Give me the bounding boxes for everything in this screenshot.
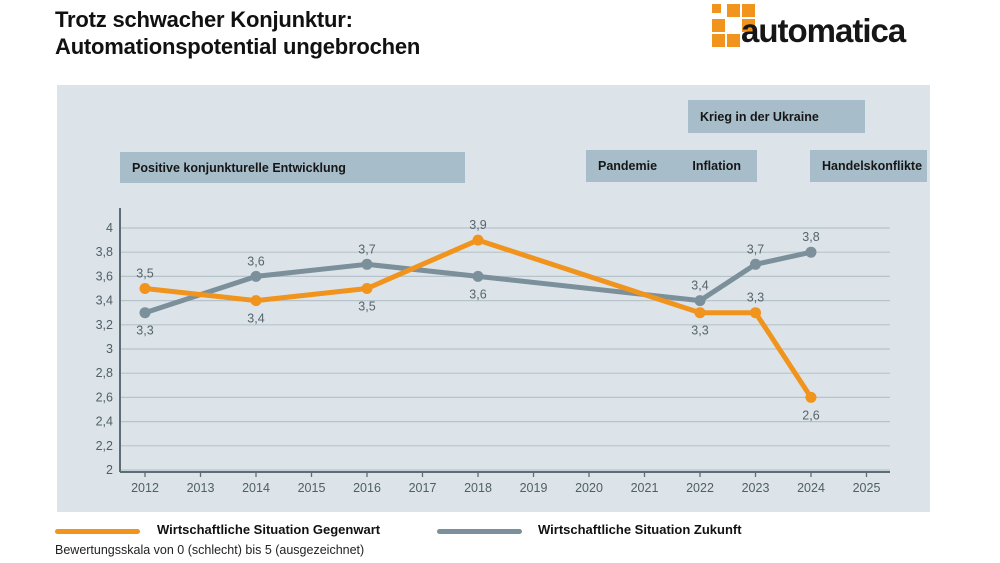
data-labels: 3,3 3,6 3,7 3,6 3,4 3,7 3,8 bbox=[136, 230, 819, 338]
svg-text:2017: 2017 bbox=[409, 481, 437, 495]
svg-text:2021: 2021 bbox=[631, 481, 659, 495]
annotation-positive-entwicklung: Positive konjunkturelle Entwicklung bbox=[120, 152, 465, 183]
data-point bbox=[750, 307, 761, 319]
svg-text:3,4: 3,4 bbox=[96, 294, 113, 308]
svg-text:3,8: 3,8 bbox=[96, 245, 113, 259]
chart-panel: Positive konjunkturelle Entwicklung Krie… bbox=[57, 85, 930, 512]
data-point bbox=[694, 295, 706, 307]
data-point bbox=[805, 391, 817, 403]
svg-text:2013: 2013 bbox=[187, 481, 215, 495]
annotation-label: Positive konjunkturelle Entwicklung bbox=[132, 160, 346, 175]
gridlines bbox=[120, 227, 890, 471]
x-axis-tick-labels: 2012 2013 2014 2015 2016 2017 2018 2019 2020 2021… bbox=[131, 481, 880, 495]
svg-text:2024: 2024 bbox=[797, 481, 825, 495]
svg-text:3,3: 3,3 bbox=[691, 324, 708, 338]
legend-swatch-zukunft bbox=[437, 529, 522, 534]
svg-text:2023: 2023 bbox=[742, 481, 770, 495]
data-point bbox=[805, 246, 817, 258]
automatica-logo-text: automatica bbox=[741, 12, 906, 49]
automatica-logo-icon bbox=[712, 4, 755, 47]
logo-square-icon bbox=[727, 34, 740, 47]
annotation-label: Handelskonflikte bbox=[822, 159, 923, 173]
data-point bbox=[139, 283, 151, 294]
svg-text:2019: 2019 bbox=[520, 481, 548, 495]
svg-text:3,9: 3,9 bbox=[469, 218, 486, 232]
y-axis-tick-labels: 4 3,8 3,6 3,4 3,2 3 2,8 2,6 2,4 2,2 2 bbox=[96, 221, 113, 477]
data-point bbox=[361, 283, 373, 294]
line-chart: 4 3,8 3,6 3,4 3,2 3 2,8 2,6 2,4 2,2 2 2012 2013 2014 2… bbox=[57, 85, 930, 512]
page-title: Trotz schwacher Konjunktur: Automationsp… bbox=[55, 6, 420, 60]
annotation-pandemie-inflation: Pandemie Inflation bbox=[586, 150, 757, 182]
svg-text:2,2: 2,2 bbox=[96, 439, 113, 453]
logo-square-icon bbox=[712, 34, 725, 47]
data-point bbox=[750, 258, 761, 270]
svg-text:2,6: 2,6 bbox=[96, 390, 113, 404]
svg-text:2: 2 bbox=[106, 463, 113, 477]
annotation-label-pandemie: Pandemie bbox=[598, 159, 658, 173]
svg-text:4: 4 bbox=[106, 221, 113, 235]
data-point bbox=[472, 270, 484, 282]
svg-text:2012: 2012 bbox=[131, 481, 159, 495]
data-point bbox=[139, 307, 151, 319]
svg-text:3: 3 bbox=[106, 342, 113, 356]
svg-text:2,4: 2,4 bbox=[96, 415, 113, 429]
svg-text:2,6: 2,6 bbox=[802, 408, 819, 422]
svg-text:3,5: 3,5 bbox=[358, 300, 375, 314]
logo-square-icon bbox=[727, 4, 740, 17]
logo-square-icon bbox=[712, 4, 721, 13]
data-point bbox=[361, 258, 373, 270]
legend-label-zukunft: Wirtschaftliche Situation Zukunft bbox=[538, 522, 742, 537]
svg-text:2016: 2016 bbox=[353, 481, 381, 495]
annotation-handelskonflikte: Handelskonflikte bbox=[810, 150, 927, 182]
svg-text:3,4: 3,4 bbox=[247, 312, 264, 326]
svg-text:3,6: 3,6 bbox=[247, 254, 264, 268]
data-point bbox=[250, 295, 262, 307]
svg-text:3,7: 3,7 bbox=[358, 242, 375, 256]
page-title-line1: Trotz schwacher Konjunktur: bbox=[55, 7, 353, 32]
series-line bbox=[142, 237, 814, 400]
annotation-label: Krieg in der Ukraine bbox=[700, 109, 819, 124]
svg-text:3,5: 3,5 bbox=[136, 267, 153, 281]
data-point bbox=[472, 234, 484, 246]
svg-text:3,3: 3,3 bbox=[747, 291, 764, 305]
svg-text:3,3: 3,3 bbox=[136, 324, 153, 338]
svg-text:2018: 2018 bbox=[464, 481, 492, 495]
legend-swatch-gegenwart bbox=[55, 529, 140, 534]
logo-square-icon bbox=[742, 4, 755, 17]
page-title-line2: Automationspotential ungebrochen bbox=[55, 34, 421, 59]
svg-text:3,7: 3,7 bbox=[747, 242, 764, 256]
data-labels: 3,5 3,4 3,5 3,9 3,3 3,3 2,6 bbox=[136, 218, 819, 422]
axes bbox=[119, 208, 890, 477]
data-point bbox=[250, 270, 262, 282]
svg-text:3,8: 3,8 bbox=[802, 230, 819, 244]
svg-text:3,4: 3,4 bbox=[691, 279, 708, 293]
svg-text:2014: 2014 bbox=[242, 481, 270, 495]
svg-text:2,8: 2,8 bbox=[96, 366, 113, 380]
rating-scale-footnote: Bewertungsskala von 0 (schlecht) bis 5 (… bbox=[55, 543, 365, 557]
series-line bbox=[142, 249, 814, 316]
svg-text:2015: 2015 bbox=[298, 481, 326, 495]
svg-text:3,6: 3,6 bbox=[96, 269, 113, 283]
data-point bbox=[694, 307, 706, 319]
legend-label-gegenwart: Wirtschaftliche Situation Gegenwart bbox=[157, 522, 381, 537]
logo-square-icon bbox=[712, 19, 725, 32]
annotation-krieg-ukraine: Krieg in der Ukraine bbox=[688, 100, 865, 133]
svg-text:2025: 2025 bbox=[853, 481, 881, 495]
svg-text:3,6: 3,6 bbox=[469, 287, 486, 301]
logo-square-icon bbox=[742, 19, 755, 32]
svg-text:3,2: 3,2 bbox=[96, 318, 113, 332]
annotation-label-inflation: Inflation bbox=[692, 159, 741, 173]
svg-text:2020: 2020 bbox=[575, 481, 603, 495]
svg-text:2022: 2022 bbox=[686, 481, 714, 495]
